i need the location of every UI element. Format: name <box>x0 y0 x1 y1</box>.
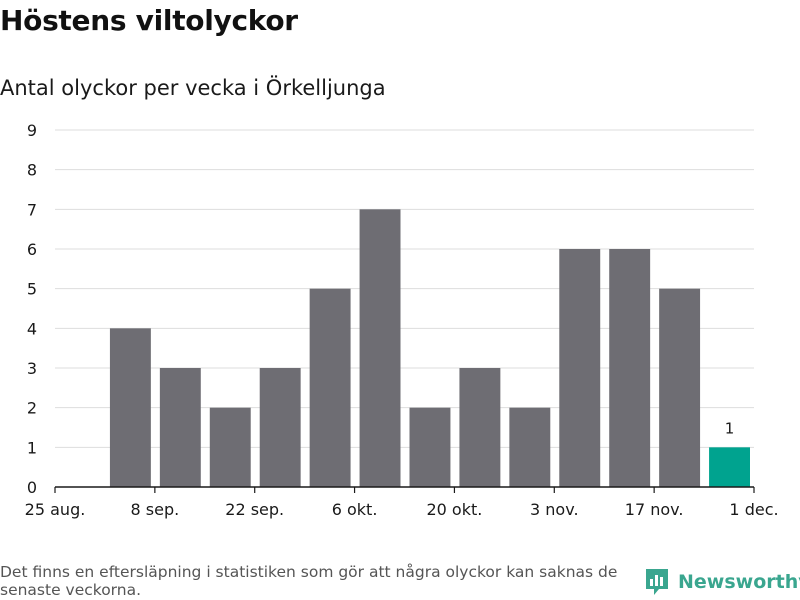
bar <box>109 328 151 487</box>
bar <box>359 209 401 488</box>
data-label: 1 <box>725 419 735 437</box>
x-axis: 25 aug. 8 sep. 22 sep. 6 okt. 20 okt. 3 nov. 1… <box>25 486 779 519</box>
y-tick-label: 9 <box>27 121 37 140</box>
y-axis: 0 1 2 3 4 5 6 7 8 9 <box>27 121 37 497</box>
bar-chart-icon <box>646 569 668 595</box>
bar <box>509 407 551 487</box>
bar <box>259 368 301 487</box>
bar <box>659 288 701 487</box>
bar <box>209 407 251 487</box>
bars <box>109 209 750 488</box>
y-tick-label: 4 <box>27 319 37 338</box>
y-tick-label: 7 <box>27 200 37 219</box>
bar <box>459 368 501 487</box>
y-tick-label: 2 <box>27 399 37 418</box>
chart-title: Höstens viltolyckor <box>0 4 298 37</box>
bar <box>609 249 651 487</box>
x-tick-label: 17 nov. <box>625 500 684 519</box>
bar <box>309 288 351 487</box>
footnote: Det finns en eftersläpning i statistiken… <box>0 563 618 599</box>
x-tick-label: 25 aug. <box>25 500 86 519</box>
x-tick-label: 8 sep. <box>131 500 180 519</box>
data-labels: 1 <box>725 419 735 437</box>
brand-name: Newsworthy <box>678 571 800 593</box>
y-tick-label: 1 <box>27 438 37 457</box>
brand-logo[interactable]: Newsworthy <box>644 567 800 597</box>
y-tick-label: 6 <box>27 240 37 259</box>
x-tick-label: 3 nov. <box>530 500 579 519</box>
chart-subtitle: Antal olyckor per vecka i Örkelljunga <box>0 76 386 100</box>
y-tick-label: 3 <box>27 359 37 378</box>
x-tick-label: 20 okt. <box>426 500 482 519</box>
bar <box>559 249 601 487</box>
x-tick-label: 1 dec. <box>729 500 778 519</box>
bar-highlight <box>709 447 750 487</box>
x-tick-label: 6 okt. <box>332 500 378 519</box>
bar <box>409 407 451 487</box>
bar <box>159 368 201 487</box>
y-tick-label: 0 <box>27 478 37 497</box>
x-tick-label: 22 sep. <box>225 500 284 519</box>
y-tick-label: 8 <box>27 161 37 180</box>
y-tick-label: 5 <box>27 280 37 299</box>
